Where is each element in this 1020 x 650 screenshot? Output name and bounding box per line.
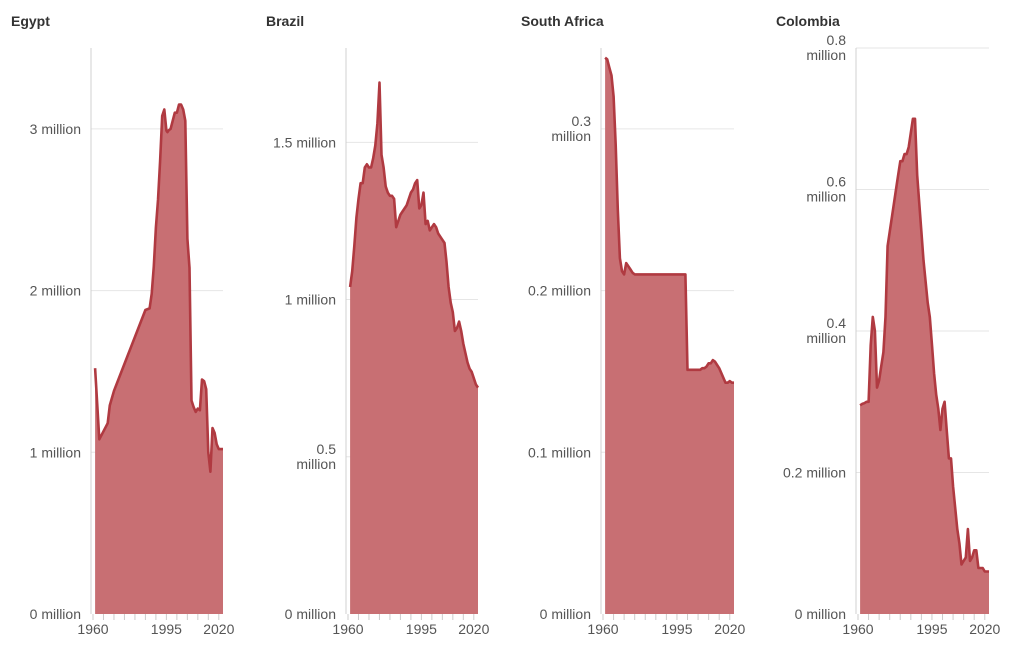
- area-fill: [95, 104, 223, 614]
- y-tick-label: 0.2 million: [783, 465, 846, 481]
- y-tick-label: 0.3 million: [551, 113, 591, 144]
- y-tick-label: 0.5 million: [296, 441, 336, 472]
- series-line: [348, 81, 480, 389]
- area-fill: [350, 82, 478, 615]
- panel-brazil: Brazil 0 million 0.5 million 1 million 1.5 mi…: [266, 13, 490, 637]
- y-tick-label: 1.5 million: [273, 134, 336, 150]
- x-tick-label: 1995: [406, 621, 437, 637]
- x-tick-label: 2020: [714, 621, 745, 637]
- y-tick-label: 3 million: [30, 121, 81, 137]
- x-tick-label: 2020: [969, 621, 1000, 637]
- x-tick-label: 2020: [203, 621, 234, 637]
- panel-egypt: Egypt 0 million 1 million 2 million 3 millio…: [11, 13, 235, 637]
- area-fill: [605, 57, 734, 614]
- y-tick-label: 0 million: [285, 606, 336, 622]
- y-tick-label: 0.8 million: [806, 32, 846, 63]
- area-fill: [860, 118, 989, 615]
- panel-colombia: Colombia 0 million 0.2 million 0.4 million 0.…: [776, 13, 1001, 637]
- panel-south-africa: South Africa 0 million 0.1 million 0.2 mill…: [521, 13, 746, 637]
- y-tick-label: 2 million: [30, 283, 81, 299]
- y-tick-label: 0 million: [540, 606, 591, 622]
- y-tick-label: 0.4 million: [806, 315, 846, 346]
- x-tick-label: 2020: [458, 621, 489, 637]
- x-tick-label: 1995: [661, 621, 692, 637]
- x-tick-label: 1960: [332, 621, 363, 637]
- x-tick-label: 1995: [916, 621, 947, 637]
- series-line: [859, 117, 989, 573]
- x-tick-label: 1960: [842, 621, 873, 637]
- y-tick-label: 1 million: [285, 292, 336, 308]
- x-tick-label: 1960: [77, 621, 108, 637]
- y-tick-label: 0 million: [795, 606, 846, 622]
- x-tick-label: 1960: [587, 621, 618, 637]
- panel-title: Brazil: [266, 13, 304, 29]
- panel-title: Colombia: [776, 13, 840, 29]
- x-tick-label: 1995: [151, 621, 182, 637]
- y-tick-label: 0 million: [30, 606, 81, 622]
- y-tick-label: 1 million: [30, 444, 81, 460]
- series-line: [604, 56, 734, 384]
- y-tick-label: 0.1 million: [528, 444, 591, 460]
- y-tick-label: 0.6 million: [806, 174, 846, 205]
- series-line: [93, 103, 223, 473]
- y-tick-label: 0.2 million: [528, 283, 591, 299]
- panel-title: South Africa: [521, 13, 604, 29]
- panel-title: Egypt: [11, 13, 50, 29]
